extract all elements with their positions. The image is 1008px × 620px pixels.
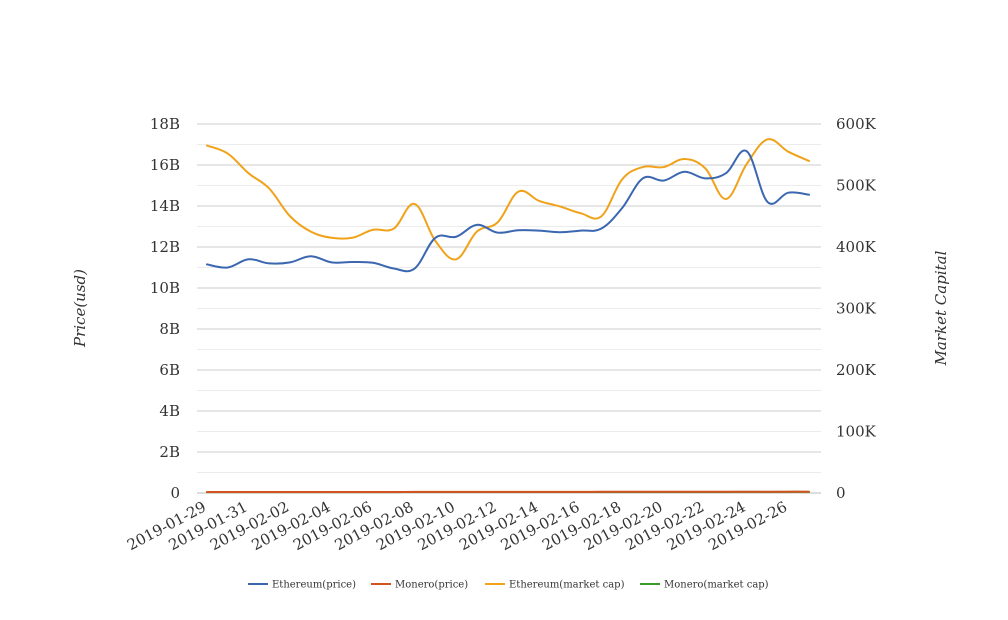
series-line-ethereum-price	[207, 150, 809, 271]
y-right-tick-label: 100K	[836, 423, 877, 441]
y-left-axis-title: Price(usd)	[71, 269, 89, 348]
axes: 0 2B 4B 6B 8B 10B 12B 14B 16B 18B 0 100K 200K 300K 400…	[71, 115, 950, 554]
y-left-tick-label: 12B	[150, 238, 180, 256]
y-right-tick-label: 300K	[836, 300, 877, 318]
legend-item-monero-market-cap: Monero(market cap)	[640, 580, 769, 591]
y-left-tick-label: 2B	[159, 443, 180, 461]
y-left-tick-label: 10B	[150, 279, 180, 297]
y-left-tick-label: 8B	[159, 320, 180, 338]
y-right-tick-label: 500K	[836, 177, 877, 195]
series-line-ethereum-market-cap	[207, 139, 809, 259]
legend-label: Monero(price)	[395, 580, 468, 591]
series	[207, 139, 809, 492]
y-right-axis-title: Market Capital	[932, 250, 950, 366]
y-left-tick-label: 4B	[159, 402, 180, 420]
y-right-tick-label: 600K	[836, 115, 877, 133]
legend-label: Ethereum(price)	[272, 580, 356, 591]
legend-item-ethereum-market-cap: Ethereum(market cap)	[485, 580, 625, 591]
grid	[197, 124, 821, 493]
legend-label: Monero(market cap)	[664, 580, 769, 591]
legend-label: Ethereum(market cap)	[509, 580, 625, 591]
y-left-tick-label: 0	[170, 484, 180, 502]
legend-item-monero-price: Monero(price)	[371, 580, 468, 591]
legend: Ethereum(price) Monero(price) Ethereum(mar…	[248, 580, 769, 591]
y-right-tick-label: 400K	[836, 238, 877, 256]
y-left-tick-label: 14B	[150, 197, 180, 215]
y-right-tick-label: 0	[836, 484, 846, 502]
legend-item-ethereum-price: Ethereum(price)	[248, 580, 356, 591]
y-left-tick-label: 6B	[159, 361, 180, 379]
y-left-tick-label: 16B	[150, 156, 180, 174]
y-right-tick-label: 200K	[836, 361, 877, 379]
y-left-tick-label: 18B	[150, 115, 180, 133]
